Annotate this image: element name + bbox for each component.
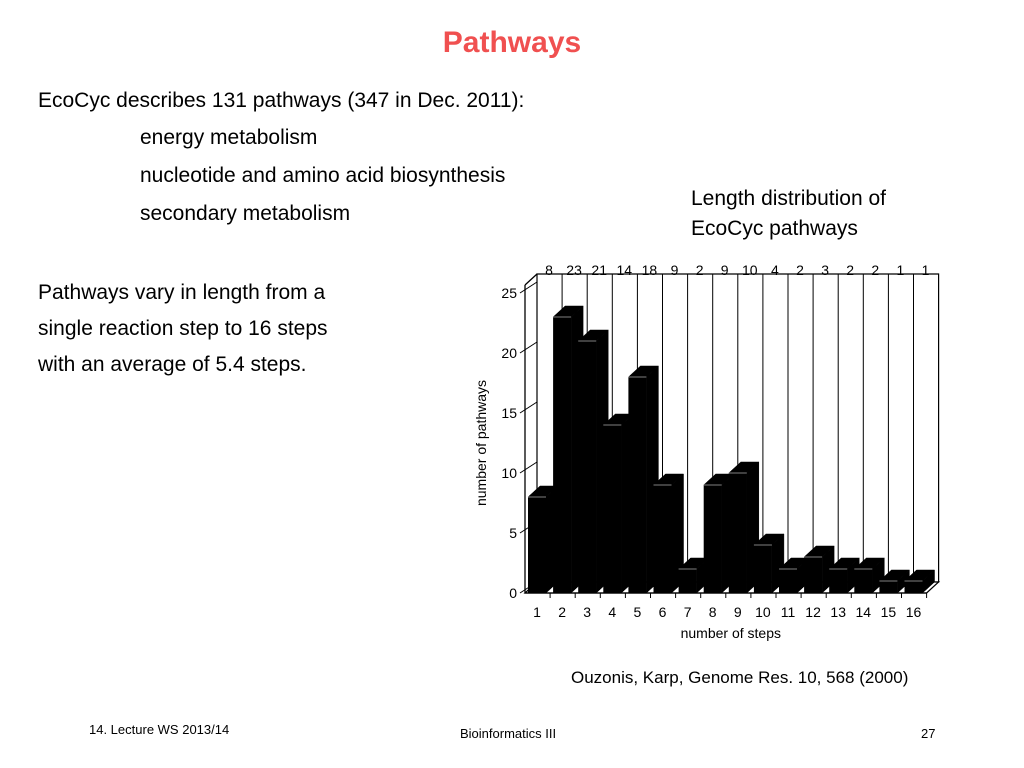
x-tick-label: 9	[734, 604, 742, 620]
bar-front	[628, 377, 647, 593]
bar	[728, 461, 760, 594]
x-tick-label: 2	[558, 604, 566, 620]
y-tick-label: 0	[509, 585, 517, 601]
bar-front	[904, 581, 923, 593]
y-tick-label: 15	[501, 405, 517, 421]
y-tick-mark	[519, 341, 538, 354]
bar-front	[578, 341, 597, 593]
bar-front	[528, 497, 546, 593]
bar-front	[603, 425, 622, 593]
bar	[828, 557, 860, 594]
bar-front	[879, 581, 898, 593]
bar-value-label: 21	[591, 262, 607, 278]
bar-front	[703, 485, 722, 593]
bar	[577, 329, 609, 594]
y-tick-mark	[519, 461, 538, 474]
y-tick-label: 5	[509, 525, 517, 541]
bar-value-label: 3	[821, 262, 829, 278]
footer-lecture: 14. Lecture WS 2013/14	[89, 722, 230, 737]
x-tick-label: 12	[805, 604, 821, 620]
bar-value-label: 2	[796, 262, 804, 278]
chart-caption-line: EcoCyc pathways	[691, 217, 858, 240]
pathway-category-list: energy metabolism nucleotide and amino a…	[140, 126, 505, 240]
bar-front	[804, 557, 823, 593]
bar-value-label: 23	[566, 262, 582, 278]
x-tick-label: 14	[856, 604, 872, 620]
bar-value-label: 4	[771, 262, 779, 278]
y-tick-mark	[519, 401, 538, 414]
y-tick-label: 20	[501, 345, 517, 361]
x-tick-label: 13	[830, 604, 846, 620]
intro-text: EcoCyc describes 131 pathways (347 in De…	[38, 89, 525, 112]
bar-front	[653, 485, 672, 593]
bar-front	[779, 569, 797, 593]
bar-value-label: 1	[897, 262, 905, 278]
page-number: 27	[921, 726, 936, 741]
x-tick-label: 15	[881, 604, 897, 620]
x-axis-title: number of steps	[681, 625, 781, 641]
bar-value-label: 2	[846, 262, 854, 278]
category-item: energy metabolism	[140, 126, 318, 149]
x-tick-label: 7	[684, 604, 692, 620]
x-tick-label: 6	[659, 604, 667, 620]
x-tick-label: 1	[533, 604, 541, 620]
bar-value-label: 2	[871, 262, 879, 278]
x-tick-label: 8	[709, 604, 717, 620]
y-axis-top-edge	[524, 273, 538, 286]
bar-value-label: 18	[642, 262, 658, 278]
bar-front	[728, 473, 747, 593]
bar-value-label: 2	[696, 262, 704, 278]
bar-value-label: 14	[617, 262, 633, 278]
x-tick-label: 5	[634, 604, 642, 620]
x-tick-label: 4	[608, 604, 616, 620]
x-tick-label: 3	[583, 604, 591, 620]
bar-value-label: 9	[671, 262, 679, 278]
body-line: Pathways vary in length from a	[38, 281, 326, 304]
bar-front	[553, 317, 572, 593]
bar-value-label: 10	[742, 262, 758, 278]
category-item: nucleotide and amino acid biosynthesis	[140, 164, 506, 187]
bar	[903, 569, 936, 594]
category-item: secondary metabolism	[140, 202, 351, 225]
bar-front	[753, 545, 772, 593]
x-tick-label: 16	[906, 604, 922, 620]
source-citation: Ouzonis, Karp, Genome Res. 10, 568 (2000…	[571, 668, 909, 687]
bar-value-label: 8	[545, 262, 553, 278]
body-line: with an average of 5.4 steps.	[38, 353, 307, 376]
y-axis-title: number of pathways	[473, 380, 489, 506]
x-tick-label: 10	[755, 604, 771, 620]
y-tick-label: 25	[501, 285, 517, 301]
y-tick-mark	[519, 281, 538, 294]
bar-value-label: 1	[922, 262, 930, 278]
x-tick-label: 11	[781, 604, 796, 620]
bar-front	[854, 569, 873, 593]
bar-front	[829, 569, 848, 593]
chart-caption: Length distribution of EcoCyc pathways	[691, 184, 886, 244]
bar	[652, 473, 685, 594]
chart-caption-line: Length distribution of	[691, 187, 886, 210]
y-tick-label: 10	[501, 465, 517, 481]
body-line: single reaction step to 16 steps	[38, 317, 328, 340]
slide-title: Pathways	[442, 26, 582, 59]
pathway-length-text: Pathways vary in length from a single re…	[38, 275, 328, 383]
bar-front	[678, 569, 697, 593]
footer-course: Bioinformatics III	[460, 726, 557, 741]
bar-value-label: 9	[721, 262, 729, 278]
